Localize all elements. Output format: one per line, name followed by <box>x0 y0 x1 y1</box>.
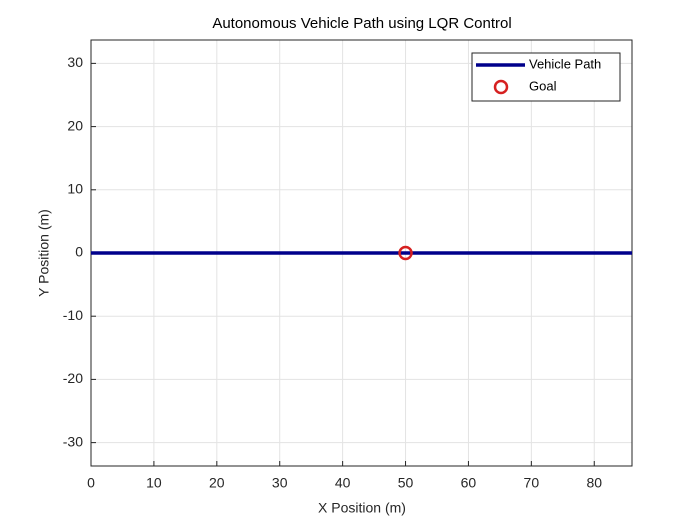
x-tick-label: 0 <box>87 475 95 491</box>
y-tick-label: 0 <box>75 244 83 260</box>
y-tick-label: -10 <box>63 307 83 323</box>
chart-title: Autonomous Vehicle Path using LQR Contro… <box>212 15 511 32</box>
y-tick-label: 30 <box>67 54 83 70</box>
x-tick-label: 60 <box>461 475 477 491</box>
legend-marker <box>493 79 509 95</box>
legend-label: Goal <box>529 78 557 93</box>
legend-box <box>471 52 621 102</box>
y-tick-label: -20 <box>63 370 83 386</box>
y-tick-label: -30 <box>63 433 83 449</box>
x-axis-label: X Position (m) <box>318 500 406 516</box>
x-tick-label: 30 <box>272 475 288 491</box>
x-tick-label: 80 <box>586 475 602 491</box>
x-tick-label: 20 <box>209 475 225 491</box>
x-tick-label: 10 <box>146 475 162 491</box>
x-tick-label: 70 <box>524 475 540 491</box>
legend-label: Vehicle Path <box>529 56 601 71</box>
y-tick-label: 10 <box>67 180 83 196</box>
goal-marker <box>398 245 413 261</box>
x-tick-label: 50 <box>398 475 414 491</box>
y-axis-label: Y Position (m) <box>36 209 52 297</box>
x-tick-label: 40 <box>335 475 351 491</box>
y-tick-label: 20 <box>67 117 83 133</box>
